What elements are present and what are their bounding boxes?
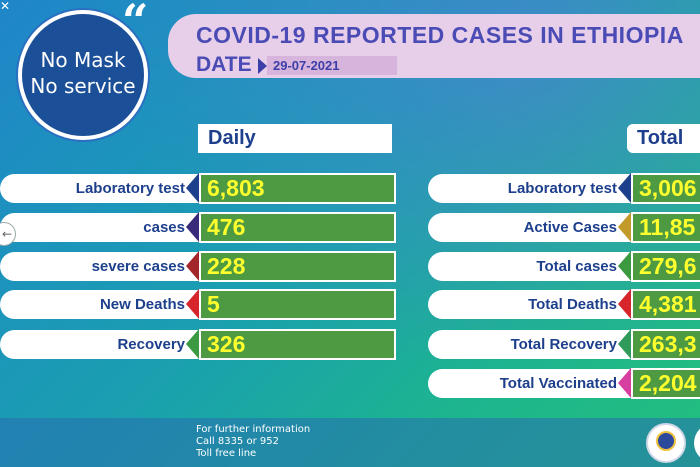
date-arrow-icon <box>258 58 267 74</box>
footer-bar <box>0 418 700 467</box>
total-row-value: 263,3 <box>631 329 700 360</box>
daily-row-arrow-icon <box>186 173 199 203</box>
quote-mark-icon: “ <box>122 0 149 48</box>
total-row-label: Total Recovery <box>428 330 631 359</box>
daily-row-arrow-icon <box>186 289 199 319</box>
title-banner <box>168 14 700 78</box>
daily-row-value: 326 <box>199 329 396 360</box>
total-row-arrow-icon <box>618 289 631 319</box>
total-row-label: Total cases <box>428 252 631 281</box>
daily-row-label: Laboratory test <box>0 174 199 203</box>
date-value: 29-07-2021 <box>267 56 397 75</box>
daily-row-value: 228 <box>199 251 396 282</box>
total-row-arrow-icon <box>618 251 631 281</box>
logo-line-1: No Mask <box>40 48 126 72</box>
total-row-value: 11,85 <box>631 212 700 243</box>
date-label: DATE <box>196 53 252 76</box>
daily-row-arrow-icon <box>186 251 199 281</box>
total-row-value: 3,006 <box>631 173 700 204</box>
total-row-label: Total Vaccinated <box>428 369 631 398</box>
daily-row-arrow-icon <box>186 212 199 242</box>
logo-line-2: No service <box>30 74 136 98</box>
total-row-label: Laboratory test <box>428 174 631 203</box>
daily-row-label: Recovery <box>0 330 199 359</box>
total-row-value: 279,6 <box>631 251 700 282</box>
close-icon[interactable]: ✕ <box>0 0 11 13</box>
daily-row-value: 5 <box>199 289 396 320</box>
daily-row-value: 476 <box>199 212 396 243</box>
total-heading: Total <box>627 124 700 153</box>
total-row-value: 4,381 <box>631 289 700 320</box>
footer-tollfree-line: Toll free line <box>196 448 257 459</box>
daily-row-arrow-icon <box>186 329 199 359</box>
page-title: COVID-19 REPORTED CASES IN ETHIOPIA <box>196 22 684 48</box>
footer-info-line: For further information <box>196 424 311 435</box>
ministry-emblem-icon <box>656 431 676 451</box>
daily-row-label: New Deaths <box>0 290 199 319</box>
daily-row-label: cases <box>0 213 199 242</box>
footer-phone-line: Call 8335 or 952 <box>196 436 279 447</box>
total-row-arrow-icon <box>618 368 631 398</box>
no-mask-logo <box>18 10 148 140</box>
total-row-label: Active Cases <box>428 213 631 242</box>
total-row-label: Total Deaths <box>428 290 631 319</box>
partner-logo <box>694 423 700 463</box>
total-row-arrow-icon <box>618 329 631 359</box>
total-row-arrow-icon <box>618 212 631 242</box>
total-row-arrow-icon <box>618 173 631 203</box>
daily-row-value: 6,803 <box>199 173 396 204</box>
total-row-value: 2,204 <box>631 368 700 399</box>
daily-row-label: severe cases <box>0 252 199 281</box>
daily-heading: Daily <box>198 124 392 153</box>
